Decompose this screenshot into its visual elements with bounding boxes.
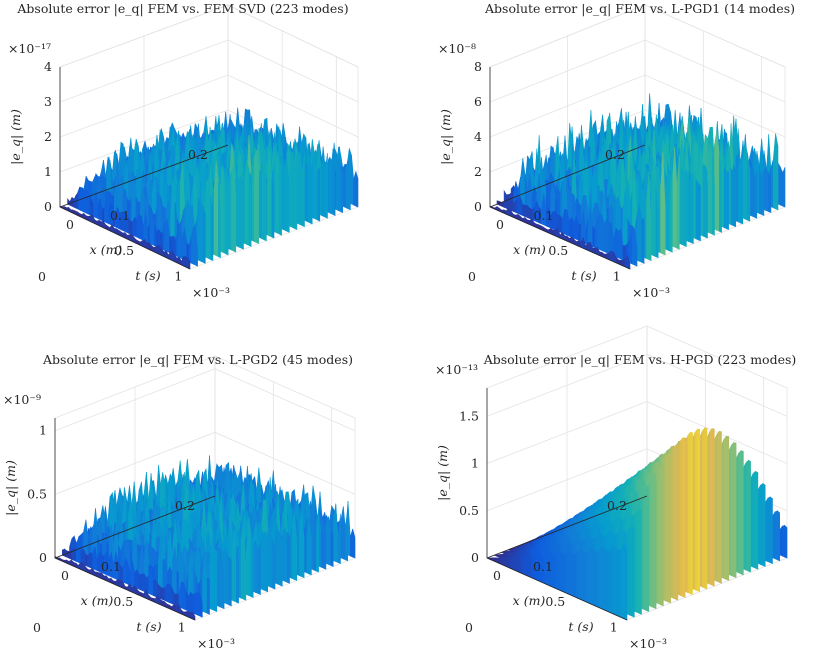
z-exponent: ×10⁻¹⁷ xyxy=(8,41,51,56)
t-exponent: ×10⁻³ xyxy=(192,285,230,300)
t-tick-label: 1 xyxy=(178,620,186,635)
x-tick-label: 0.1 xyxy=(110,208,130,223)
t-tick-label: 0 xyxy=(66,217,74,232)
z-axis-label: |e_q| (m) xyxy=(3,460,18,516)
x-tick-label: 0.2 xyxy=(605,147,625,162)
t-exponent: ×10⁻³ xyxy=(197,636,235,650)
z-axis-label: |e_q| (m) xyxy=(438,109,453,165)
z-tick-label: 3 xyxy=(44,94,52,109)
z-exponent: ×10⁻⁹ xyxy=(3,392,41,407)
t-tick-label: 1 xyxy=(613,269,621,284)
z-tick-label: 4 xyxy=(44,59,52,74)
x-tick-label: 0.1 xyxy=(534,208,554,223)
axes xyxy=(59,67,229,270)
t-tick-label: 0 xyxy=(496,217,504,232)
t-exponent: ×10⁻³ xyxy=(629,636,667,650)
t-tick-label: 0 xyxy=(61,568,69,583)
t-tick-label: 1 xyxy=(174,269,182,284)
x-tick-label: 0 xyxy=(38,269,46,284)
z-tick-label: 2 xyxy=(44,129,52,144)
t-axis-label: t (s) xyxy=(136,619,161,634)
t-axis-label: t (s) xyxy=(135,268,160,283)
z-axis-label: |e_q| (m) xyxy=(435,445,450,501)
z-tick-label: 8 xyxy=(474,59,482,74)
z-tick-label: 0 xyxy=(39,550,47,565)
surface xyxy=(489,93,786,270)
t-tick-label: 1 xyxy=(610,620,618,635)
t-tick-label: 0.5 xyxy=(545,594,565,609)
surface xyxy=(54,455,356,621)
chart-title: Absolute error |e_q| FEM vs. L-PGD2 (45 … xyxy=(42,352,353,367)
x-tick-label: 0 xyxy=(33,620,41,635)
z-tick-label: 0 xyxy=(471,550,479,565)
z-tick-label: 0.5 xyxy=(459,503,479,518)
surface xyxy=(486,427,788,621)
x-tick-label: 0.2 xyxy=(188,147,208,162)
axes xyxy=(54,418,216,621)
z-tick-label: 0.5 xyxy=(27,486,47,501)
axes xyxy=(489,67,646,270)
z-exponent: ×10⁻¹³ xyxy=(435,362,478,377)
x-axis-label: x (m) xyxy=(81,593,114,608)
t-tick-label: 0.5 xyxy=(113,594,133,609)
t-tick-label: 0.5 xyxy=(548,243,568,258)
z-tick-label: 4 xyxy=(474,129,482,144)
surface xyxy=(59,107,359,270)
x-tick-label: 0.2 xyxy=(175,498,195,513)
chart-title: Absolute error |e_q| FEM vs. FEM SVD (22… xyxy=(16,1,348,16)
z-tick-label: 1 xyxy=(44,164,52,179)
z-tick-label: 6 xyxy=(474,94,482,109)
z-axis-label: |e_q| (m) xyxy=(8,109,23,165)
z-tick-label: 0 xyxy=(44,199,52,214)
t-axis-label: t (s) xyxy=(568,619,593,634)
chart-title: Absolute error |e_q| FEM vs. L-PGD1 (14 … xyxy=(484,1,795,16)
x-tick-label: 0 xyxy=(465,620,473,635)
t-axis-label: t (s) xyxy=(571,268,596,283)
chart-title: Absolute error |e_q| FEM vs. H-PGD (223 … xyxy=(483,352,797,367)
x-axis-label: x (m) xyxy=(90,242,123,257)
x-tick-label: 0 xyxy=(468,269,476,284)
x-axis-label: x (m) xyxy=(513,242,546,257)
x-tick-label: 0.1 xyxy=(533,559,553,574)
x-tick-label: 0.2 xyxy=(607,498,627,513)
t-tick-label: 0.5 xyxy=(114,243,134,258)
z-tick-label: 1 xyxy=(39,423,47,438)
z-tick-label: 1 xyxy=(471,456,479,471)
z-tick-label: 0 xyxy=(474,199,482,214)
axes xyxy=(486,388,648,621)
x-tick-label: 0.1 xyxy=(101,559,121,574)
z-tick-label: 1.5 xyxy=(459,408,479,423)
z-tick-label: 2 xyxy=(474,164,482,179)
t-exponent: ×10⁻³ xyxy=(632,285,670,300)
z-exponent: ×10⁻⁸ xyxy=(438,41,476,56)
t-tick-label: 0 xyxy=(493,568,501,583)
x-axis-label: x (m) xyxy=(513,593,546,608)
